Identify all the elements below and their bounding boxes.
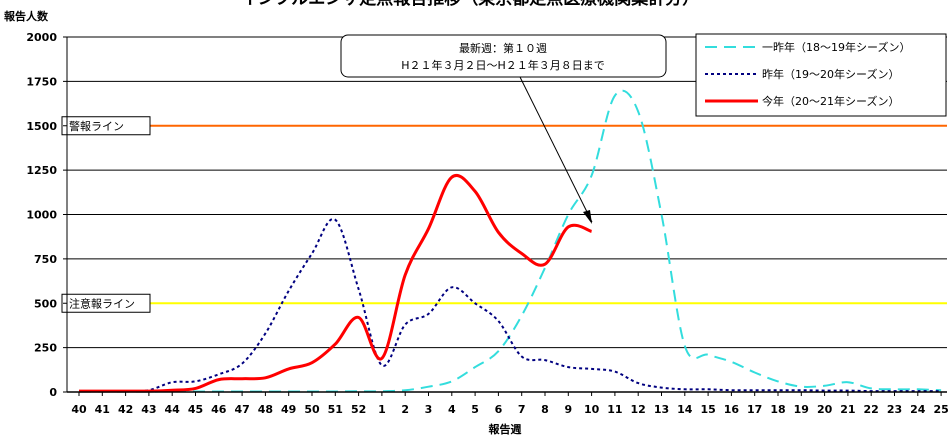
x-tick-label-50: 50 (304, 403, 320, 416)
x-tick-label-8: 8 (541, 403, 549, 416)
y-tick-label-750: 750 (34, 253, 57, 266)
x-tick-labels: 40 41 42 43 44 45 46 47 48 49 50 51 52 1 2 3 4 5 6 7 8 9 10 11 1… (71, 403, 948, 416)
x-tick-label-3: 3 (425, 403, 433, 416)
x-tick-label-40: 40 (71, 403, 87, 416)
x-tick-label-44: 44 (165, 403, 181, 416)
reference-label-box-1 (61, 293, 151, 313)
legend: 一昨年（18～19年シーズン） 昨年（19～20年シーズン） 今年（20～21年シー… (695, 33, 947, 117)
legend-label-2: 今年（20～21年シーズン） (762, 94, 899, 108)
annotation-box (340, 34, 667, 78)
y-tick-labels: 0 250 500 750 1000 1250 1500 1750 2000 (26, 31, 57, 399)
x-tick-label-18: 18 (770, 403, 785, 416)
x-tick-label-49: 49 (281, 403, 296, 416)
series-line-0 (79, 89, 942, 393)
x-tick-label-47: 47 (234, 403, 249, 416)
series-line-1 (79, 218, 942, 393)
x-tick-label-17: 17 (747, 403, 762, 416)
x-tick-label-46: 46 (211, 403, 227, 416)
x-tick-label-23: 23 (887, 403, 902, 416)
latest-week-annotation: 最新週：第１０週 H２１年３月２日～H２１年３月８日まで (340, 34, 667, 224)
x-tick-label-24: 24 (910, 403, 926, 416)
x-tick-label-1: 1 (378, 403, 386, 416)
x-tick-label-11: 11 (607, 403, 622, 416)
x-tick-label-51: 51 (328, 403, 343, 416)
x-tick-label-21: 21 (840, 403, 855, 416)
x-tick-label-10: 10 (584, 403, 600, 416)
y-tick-label-1500: 1500 (26, 120, 57, 133)
reference-label-1: 注意報ライン (69, 296, 135, 310)
series-lines (79, 89, 942, 393)
y-tick-label-250: 250 (34, 342, 57, 355)
annotation-line2: H２１年３月２日～H２１年３月８日まで (401, 58, 605, 72)
x-tick-label-2: 2 (401, 403, 409, 416)
x-tick-label-20: 20 (817, 403, 833, 416)
x-tick-label-48: 48 (258, 403, 273, 416)
x-tick-label-45: 45 (188, 403, 203, 416)
annotation-line1: 最新週：第１０週 (459, 41, 547, 55)
y-tick-label-1250: 1250 (26, 164, 57, 177)
x-tick-label-43: 43 (141, 403, 156, 416)
y-tick-label-1000: 1000 (26, 209, 57, 222)
x-tick-label-4: 4 (448, 403, 456, 416)
x-tick-label-12: 12 (631, 403, 646, 416)
x-tick-label-5: 5 (471, 403, 479, 416)
x-tick-label-25: 25 (933, 403, 948, 416)
y-tick-label-500: 500 (34, 297, 57, 310)
x-tick-label-15: 15 (700, 403, 715, 416)
x-tick-label-16: 16 (724, 403, 740, 416)
legend-label-0: 一昨年（18～19年シーズン） (762, 40, 910, 54)
axes (63, 36, 947, 396)
chart-title: インフルエンザ定点報告推移（東京都定点医療機関集計分） (241, 0, 700, 9)
x-tick-label-19: 19 (794, 403, 809, 416)
x-tick-label-9: 9 (564, 403, 572, 416)
x-tick-label-22: 22 (864, 403, 879, 416)
y-tick-label-2000: 2000 (26, 31, 57, 44)
y-tick-label-0: 0 (49, 386, 57, 399)
y-axis-title: 報告人数 (4, 9, 49, 23)
x-tick-label-52: 52 (351, 403, 366, 416)
x-tick-label-42: 42 (118, 403, 133, 416)
annotation-arrowhead (583, 210, 592, 224)
reference-label-0: 警報ライン (69, 119, 124, 133)
x-axis-title: 報告週 (489, 422, 522, 436)
annotation-arrow (519, 76, 593, 223)
x-tick-label-13: 13 (654, 403, 669, 416)
x-tick-label-7: 7 (518, 403, 526, 416)
x-tick-label-14: 14 (677, 403, 693, 416)
y-tick-label-1750: 1750 (26, 75, 57, 88)
x-tick-label-6: 6 (495, 403, 503, 416)
series-line-2 (79, 174, 593, 393)
legend-label-1: 昨年（19～20年シーズン） (762, 67, 899, 81)
reference-label-box-0 (61, 116, 151, 136)
x-tick-label-41: 41 (95, 403, 110, 416)
